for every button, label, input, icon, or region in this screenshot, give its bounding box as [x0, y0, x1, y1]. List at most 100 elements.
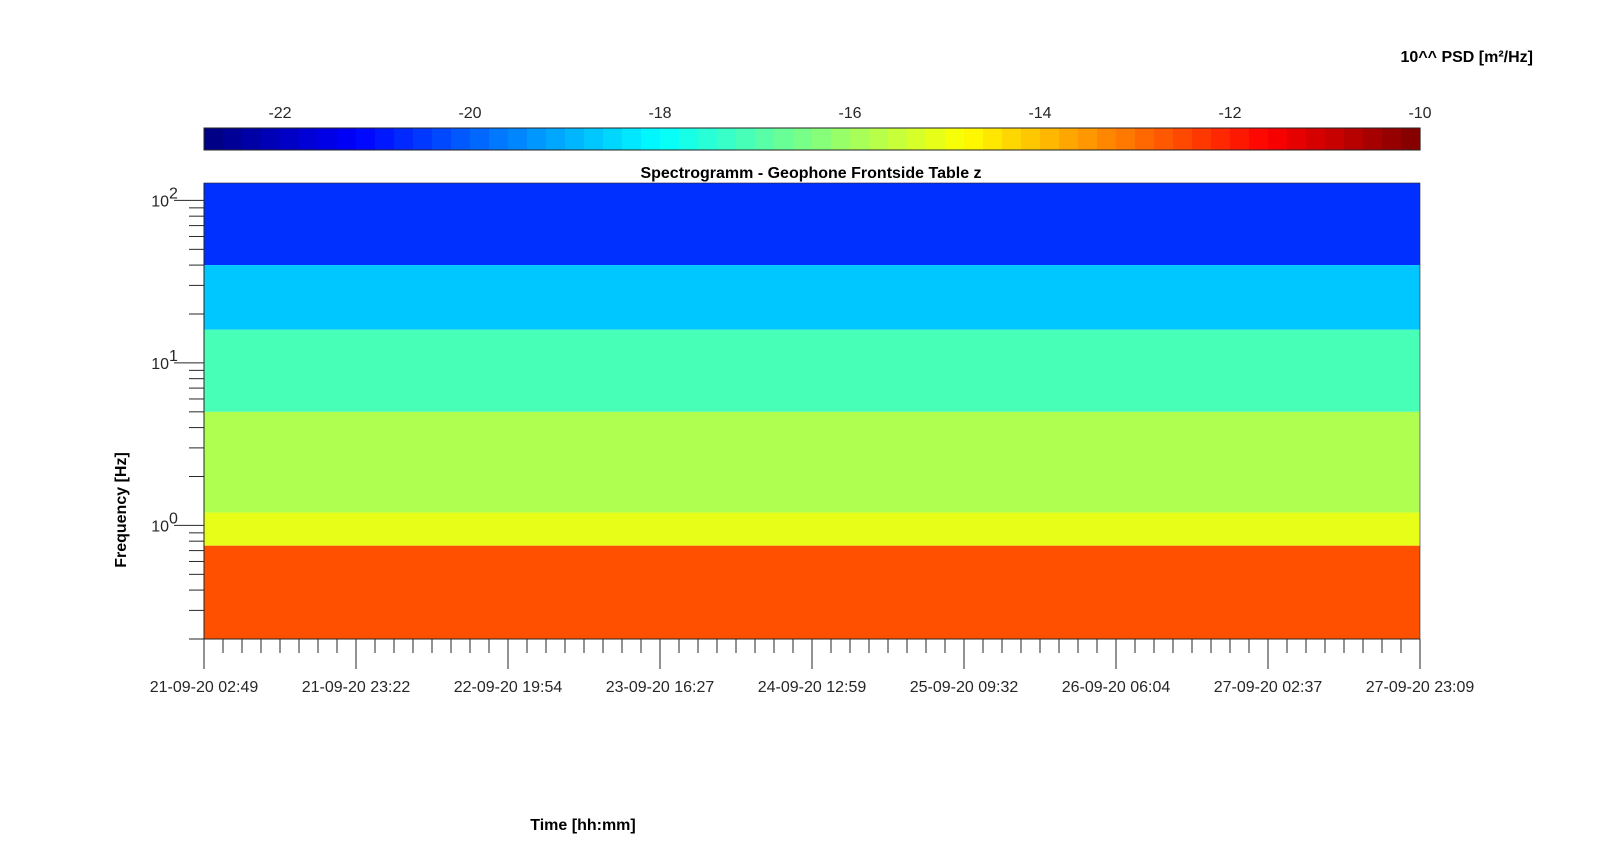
psd-band [204, 183, 1420, 266]
colorbar-swatch [774, 128, 794, 150]
colorbar-swatch [394, 128, 414, 150]
colorbar-swatch [565, 128, 585, 150]
colorbar-tick-label: -12 [1218, 105, 1241, 122]
psd-band [204, 265, 1420, 330]
x-tick-label: 23-09-20 16:27 [606, 679, 715, 696]
colorbar-swatch [831, 128, 851, 150]
psd-band [204, 512, 1420, 546]
colorbar-swatch [356, 128, 376, 150]
spectrogram-plot-area [203, 182, 1421, 640]
colorbar-swatch [508, 128, 528, 150]
colorbar-tick-label: -20 [458, 105, 481, 122]
colorbar-swatch [489, 128, 509, 150]
y-tick-exponent: 2 [169, 185, 178, 202]
y-tick-label: 10 [151, 356, 169, 373]
colorbar-tick-label: -18 [648, 105, 671, 122]
colorbar-swatch [926, 128, 946, 150]
colorbar [203, 127, 1421, 151]
y-tick-label: 10 [151, 193, 169, 210]
colorbar-swatch [622, 128, 642, 150]
colorbar-swatch [907, 128, 927, 150]
colorbar-swatch [736, 128, 756, 150]
x-axis-label: Time [hh:mm] [530, 817, 635, 834]
colorbar-swatch [223, 128, 243, 150]
colorbar-swatch [1363, 128, 1383, 150]
colorbar-swatch [1306, 128, 1326, 150]
colorbar-swatch [1268, 128, 1288, 150]
colorbar-swatch [603, 128, 623, 150]
x-tick-label: 27-09-20 02:37 [1214, 679, 1323, 696]
colorbar-tick-label: -16 [838, 105, 861, 122]
colorbar-swatch [1287, 128, 1307, 150]
colorbar-swatch [1249, 128, 1269, 150]
colorbar-swatch [945, 128, 965, 150]
colorbar-swatch [660, 128, 680, 150]
colorbar-swatch [1154, 128, 1174, 150]
colorbar-swatch [1344, 128, 1364, 150]
y-tick-exponent: 0 [169, 510, 178, 527]
colorbar-swatch [850, 128, 870, 150]
colorbar-tick-label: -22 [268, 105, 291, 122]
psd-band [204, 411, 1420, 513]
colorbar-swatch [641, 128, 661, 150]
colorbar-swatch [299, 128, 319, 150]
colorbar-swatch [318, 128, 338, 150]
y-axis-label: Frequency [Hz] [113, 452, 130, 568]
colorbar-swatch [546, 128, 566, 150]
colorbar-ticks: -22 -20 -18 -16 -14 -12 -10 [268, 105, 1432, 134]
colorbar-swatch [1230, 128, 1250, 150]
x-tick-label: 21-09-20 02:49 [150, 679, 259, 696]
chart-title: Spectrogramm - Geophone Frontside Table … [640, 165, 981, 182]
colorbar-swatch [1002, 128, 1022, 150]
colorbar-swatch [755, 128, 775, 150]
colorbar-swatch [1325, 128, 1345, 150]
x-tick-label: 27-09-20 23:09 [1366, 679, 1475, 696]
colorbar-swatch [261, 128, 281, 150]
colorbar-swatch [413, 128, 433, 150]
colorbar-swatch [1211, 128, 1231, 150]
colorbar-frame [203, 127, 1421, 151]
colorbar-swatch [1401, 128, 1421, 150]
colorbar-swatch [812, 128, 832, 150]
colorbar-swatch [1173, 128, 1193, 150]
colorbar-swatch [432, 128, 452, 150]
psd-band [204, 545, 1420, 639]
colorbar-tick-label: -10 [1408, 105, 1431, 122]
colorbar-swatch [717, 128, 737, 150]
colorbar-swatch [1192, 128, 1212, 150]
colorbar-swatch [793, 128, 813, 150]
colorbar-swatch [451, 128, 471, 150]
colorbar-swatch [1135, 128, 1155, 150]
colorbar-swatch [1097, 128, 1117, 150]
colorbar-swatch [964, 128, 984, 150]
x-tick-label: 24-09-20 12:59 [758, 679, 867, 696]
colorbar-swatch [1059, 128, 1079, 150]
y-tick-exponent: 1 [169, 348, 178, 365]
colorbar-swatch [1040, 128, 1060, 150]
colorbar-swatch [204, 128, 224, 150]
colorbar-swatch [1078, 128, 1098, 150]
colorbar-label: 10^^ PSD [m²/Hz] [1401, 49, 1533, 66]
colorbar-swatch [1021, 128, 1041, 150]
colorbar-swatch [527, 128, 547, 150]
colorbar-swatch [337, 128, 357, 150]
x-axis: 21-09-20 02:49 21-09-20 23:22 22-09-20 19:… [150, 638, 1475, 696]
colorbar-swatch [470, 128, 490, 150]
y-tick-label: 10 [151, 518, 169, 535]
colorbar-swatch [888, 128, 908, 150]
colorbar-swatch [679, 128, 699, 150]
colorbar-swatch [280, 128, 300, 150]
colorbar-swatch [869, 128, 889, 150]
colorbar-swatch [1382, 128, 1402, 150]
colorbar-swatch [1116, 128, 1136, 150]
x-tick-label: 26-09-20 06:04 [1062, 679, 1171, 696]
colorbar-swatch [983, 128, 1003, 150]
colorbar-swatch [698, 128, 718, 150]
colorbar-swatch [375, 128, 395, 150]
x-tick-label: 22-09-20 19:54 [454, 679, 563, 696]
x-tick-label: 21-09-20 23:22 [302, 679, 411, 696]
x-tick-label: 25-09-20 09:32 [910, 679, 1019, 696]
colorbar-swatch [584, 128, 604, 150]
